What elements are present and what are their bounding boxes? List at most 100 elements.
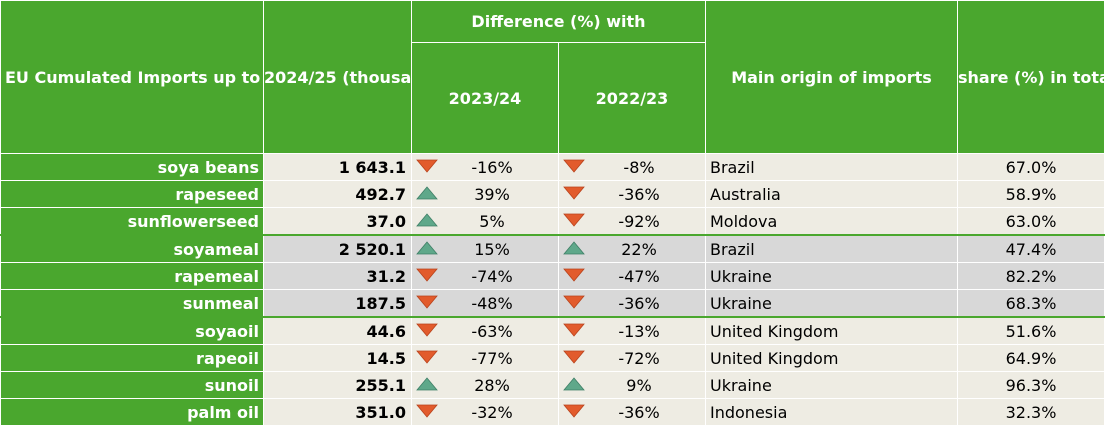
arrow-down-icon <box>563 186 585 200</box>
import-share: 96.3% <box>957 371 1105 399</box>
diff-2023-24-cell: 5% <box>411 207 559 236</box>
product-name: rapeoil <box>0 344 264 372</box>
arrow-down-icon <box>563 159 585 173</box>
diff-2022-23-cell: -13% <box>558 316 706 345</box>
main-origin: Australia <box>705 180 958 208</box>
diff-2023-24-value: -32% <box>471 402 513 422</box>
import-volume: 1 643.1 <box>263 153 412 181</box>
diff-2022-23-cell: 9% <box>558 371 706 399</box>
main-origin: Brazil <box>705 153 958 181</box>
import-share: 58.9% <box>957 180 1105 208</box>
diff-2023-24-value: -77% <box>471 348 513 368</box>
main-origin: United Kingdom <box>705 316 958 345</box>
diff-2022-23-cell: -36% <box>558 180 706 208</box>
arrow-down-icon <box>563 295 585 309</box>
table-row: palm oil 351.0 -32% -36% Indonesia 32.3% <box>0 398 1105 426</box>
diff-2022-23-value: -72% <box>618 348 660 368</box>
diff-2023-24-cell: -16% <box>411 153 559 181</box>
table-row: rapeoil 14.5 -77% -72% United Kingdom 64… <box>0 344 1105 372</box>
diff-2022-23-value: -36% <box>618 402 660 422</box>
import-share: 32.3% <box>957 398 1105 426</box>
diff-2023-24-value: 5% <box>479 211 505 231</box>
product-name: soya beans <box>0 153 264 181</box>
import-volume: 31.2 <box>263 262 412 290</box>
diff-2022-23-value: 22% <box>621 239 657 259</box>
table-row: soya beans 1 643.1 -16% -8% Brazil 67.0% <box>0 153 1105 181</box>
import-share: 67.0% <box>957 153 1105 181</box>
main-origin: Ukraine <box>705 262 958 290</box>
import-volume: 37.0 <box>263 207 412 236</box>
product-name: rapeseed <box>0 180 264 208</box>
import-share: 64.9% <box>957 344 1105 372</box>
diff-2022-23-cell: -8% <box>558 153 706 181</box>
import-share: 51.6% <box>957 316 1105 345</box>
diff-2022-23-cell: -47% <box>558 262 706 290</box>
diff-2022-23-value: -8% <box>623 157 655 177</box>
table-row: sunmeal 187.5 -48% -36% Ukraine 68.3% <box>0 289 1105 318</box>
arrow-down-icon <box>416 350 438 364</box>
diff-2022-23-cell: -36% <box>558 398 706 426</box>
arrow-up-icon <box>563 241 585 255</box>
diff-2023-24-value: -63% <box>471 321 513 341</box>
volume-header: 2024/25 (thousand tonnes) <box>263 0 412 154</box>
arrow-down-icon <box>416 268 438 282</box>
arrow-up-icon <box>416 241 438 255</box>
diff-2023-24-cell: -32% <box>411 398 559 426</box>
import-volume: 187.5 <box>263 289 412 318</box>
diff-2023-24-value: -74% <box>471 266 513 286</box>
diff-2022-23-cell: -92% <box>558 207 706 236</box>
main-origin: Brazil <box>705 234 958 263</box>
diff-2022-23-value: 9% <box>626 375 652 395</box>
diff-2022-23-header: 2022/23 <box>558 42 706 154</box>
diff-2023-24-cell: 39% <box>411 180 559 208</box>
diff-2022-23-value: -13% <box>618 321 660 341</box>
diff-2023-24-value: -48% <box>471 293 513 313</box>
arrow-down-icon <box>563 213 585 227</box>
main-origin: Ukraine <box>705 371 958 399</box>
diff-2022-23-value: -47% <box>618 266 660 286</box>
main-origin: Ukraine <box>705 289 958 318</box>
main-origin: United Kingdom <box>705 344 958 372</box>
diff-2022-23-value: -92% <box>618 211 660 231</box>
diff-2022-23-cell: 22% <box>558 234 706 263</box>
arrow-down-icon <box>563 350 585 364</box>
arrow-down-icon <box>416 159 438 173</box>
arrow-up-icon <box>563 377 585 391</box>
diff-2023-24-value: 15% <box>474 239 510 259</box>
arrow-down-icon <box>563 404 585 418</box>
product-name: sunmeal <box>0 289 264 318</box>
arrow-down-icon <box>563 323 585 337</box>
arrow-down-icon <box>563 268 585 282</box>
diff-2023-24-cell: -63% <box>411 316 559 345</box>
table-row: soyameal 2 520.1 15% 22% Brazil 47.4% <box>0 234 1105 263</box>
import-volume: 2 520.1 <box>263 234 412 263</box>
main-origin: Moldova <box>705 207 958 236</box>
diff-2022-23-cell: -72% <box>558 344 706 372</box>
product-name: soyameal <box>0 234 264 263</box>
import-share: 82.2% <box>957 262 1105 290</box>
arrow-up-icon <box>416 213 438 227</box>
arrow-up-icon <box>416 186 438 200</box>
diff-2022-23-value: -36% <box>618 184 660 204</box>
main-origin: Indonesia <box>705 398 958 426</box>
table-row: rapeseed 492.7 39% -36% Australia 58.9% <box>0 180 1105 208</box>
diff-2023-24-value: 28% <box>474 375 510 395</box>
diff-2023-24-cell: -48% <box>411 289 559 318</box>
table-row: sunoil 255.1 28% 9% Ukraine 96.3% <box>0 371 1105 399</box>
import-volume: 44.6 <box>263 316 412 345</box>
diff-2023-24-cell: 15% <box>411 234 559 263</box>
diff-2023-24-cell: -74% <box>411 262 559 290</box>
import-volume: 351.0 <box>263 398 412 426</box>
product-name: palm oil <box>0 398 264 426</box>
diff-2023-24-cell: -77% <box>411 344 559 372</box>
product-name: soyaoil <box>0 316 264 345</box>
arrow-down-icon <box>416 323 438 337</box>
table-body: soya beans 1 643.1 -16% -8% Brazil 67.0%… <box>0 153 1105 426</box>
table-row: soyaoil 44.6 -63% -13% United Kingdom 51… <box>0 316 1105 345</box>
diff-2022-23-value: -36% <box>618 293 660 313</box>
import-share: 63.0% <box>957 207 1105 236</box>
import-volume: 492.7 <box>263 180 412 208</box>
diff-2023-24-header: 2023/24 <box>411 42 559 154</box>
period-header: EU Cumulated Imports up to week 7 (1/7/2… <box>0 0 264 154</box>
